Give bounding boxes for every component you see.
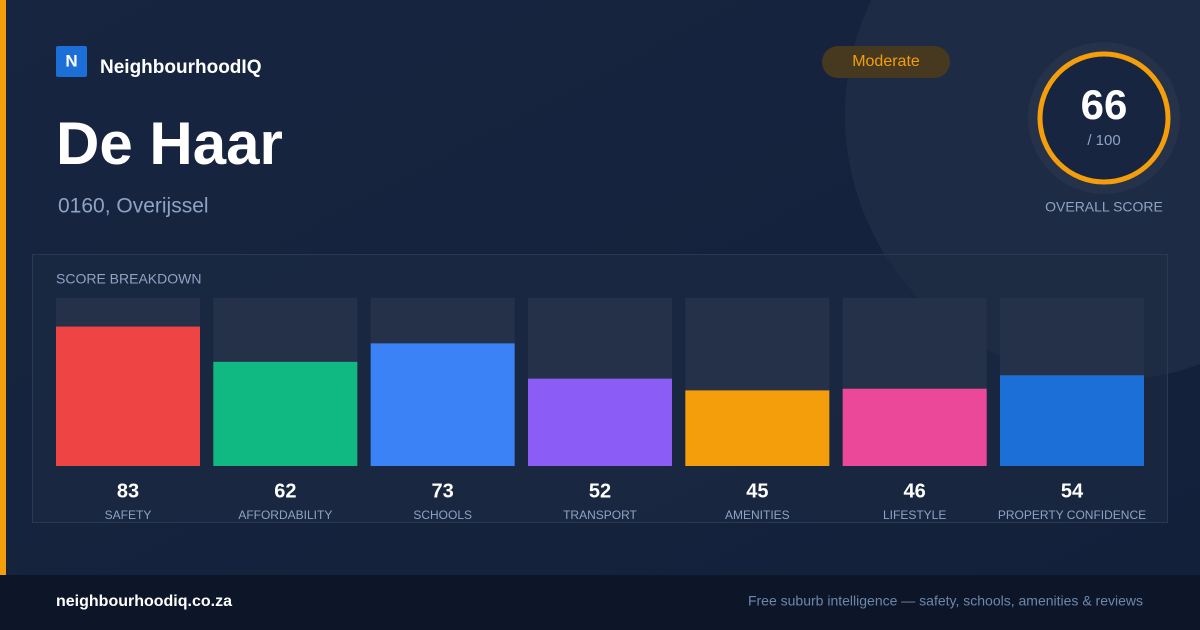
value-label: 52 — [589, 480, 611, 502]
value-label: 73 — [432, 480, 454, 502]
logo-letter: N — [65, 51, 77, 70]
score-value: 66 — [1081, 81, 1128, 128]
bar — [685, 390, 830, 466]
badge — [822, 46, 950, 78]
footer-tagline: Free suburb intelligence — safety, schoo… — [748, 593, 1143, 609]
category-label: PROPERTY CONFIDENCE — [998, 508, 1146, 522]
footer-domain: neighbourhoodiq.co.za — [56, 593, 232, 610]
location: 0160, Overijssel — [58, 195, 209, 218]
value-label: 45 — [746, 480, 768, 502]
category-label: LIFESTYLE — [883, 508, 946, 522]
score-suffix: / 100 — [1087, 132, 1120, 149]
category-label: SAFETY — [105, 508, 152, 522]
bar — [528, 378, 672, 466]
breakdown-title: SCORE BREAKDOWN — [56, 271, 201, 287]
bar-chart: 83 SAFETY 62 AFFORDABILITY 73 SCHOOLS 52 TRANSP… — [56, 298, 1146, 522]
category-label: SCHOOLS — [413, 508, 472, 522]
title: De Haar — [56, 110, 283, 177]
value-label: 83 — [117, 480, 139, 502]
score-ring — [1037, 51, 1171, 185]
value-label: 62 — [274, 480, 296, 502]
footer — [0, 575, 1200, 630]
category-label: AMENITIES — [725, 508, 790, 522]
category-label: AFFORDABILITY — [238, 508, 332, 522]
bar — [1000, 375, 1144, 466]
bar — [370, 343, 515, 466]
brand: NeighbourhoodIQ — [100, 57, 261, 78]
value-label: 54 — [1061, 480, 1084, 502]
accent-stripe — [0, 0, 6, 575]
value-label: 46 — [904, 480, 926, 502]
score-label: OVERALL SCORE — [1045, 199, 1163, 215]
bar — [213, 361, 358, 466]
badge-text: Moderate — [852, 53, 920, 70]
logo — [56, 46, 87, 77]
bar — [842, 388, 987, 466]
category-label: TRANSPORT — [563, 508, 637, 522]
bar — [56, 326, 200, 466]
